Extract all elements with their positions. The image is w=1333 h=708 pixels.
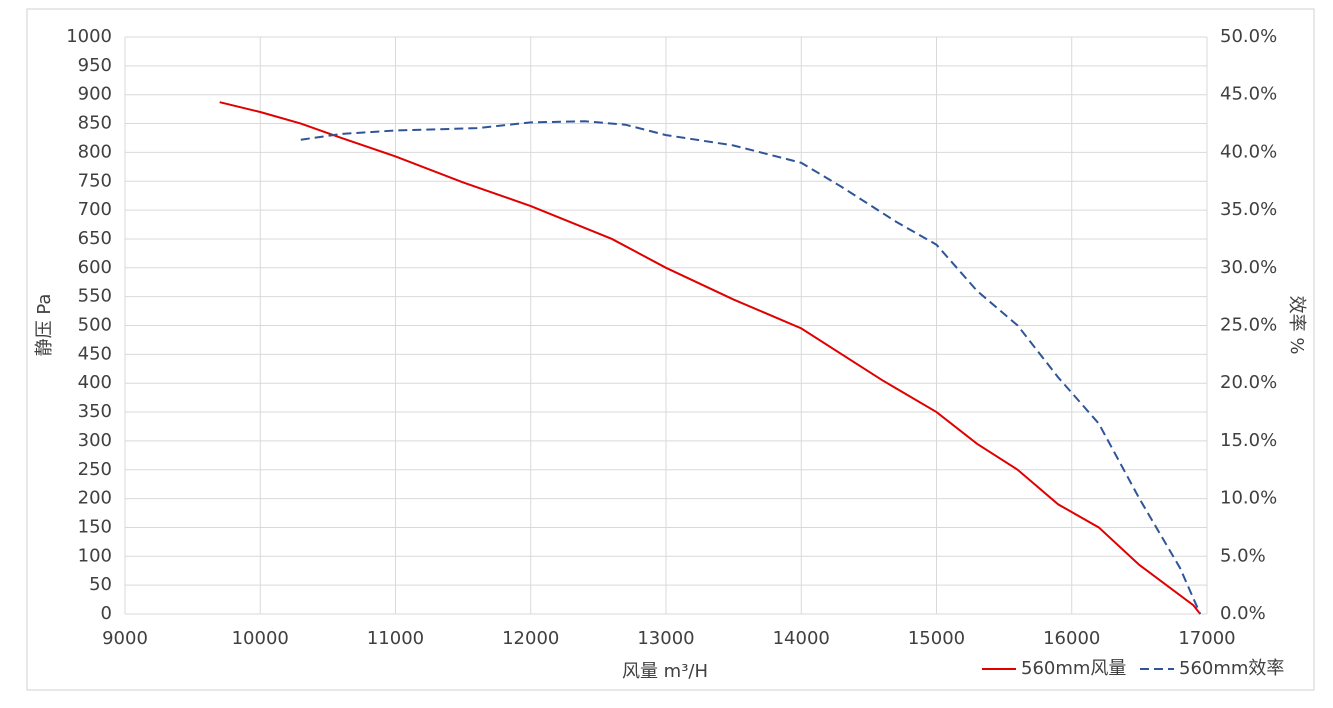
- legend-label: 560mm效率: [1179, 658, 1284, 679]
- x-tick-label: 14000: [773, 628, 830, 649]
- y-tick-label: 0: [101, 603, 112, 624]
- y-tick-label: 500: [78, 315, 112, 336]
- y-tick-label: 350: [78, 401, 112, 422]
- y2-tick-label: 5.0%: [1220, 545, 1266, 566]
- y-tick-label: 150: [78, 516, 112, 537]
- y-tick-label: 900: [78, 84, 112, 105]
- x-tick-label: 11000: [367, 628, 424, 649]
- y-tick-label: 700: [78, 199, 112, 220]
- y-axis-label: 静压 Pa: [34, 294, 55, 357]
- y2-tick-label: 0.0%: [1220, 603, 1266, 624]
- y2-tick-label: 25.0%: [1220, 315, 1277, 336]
- x-tick-label: 15000: [908, 628, 965, 649]
- y2-axis-label: 效率 %: [1286, 296, 1307, 355]
- y-tick-label: 650: [78, 228, 112, 249]
- y-tick-label: 400: [78, 372, 112, 393]
- y-tick-label: 100: [78, 545, 112, 566]
- legend-label: 560mm风量: [1021, 658, 1126, 679]
- y2-tick-label: 40.0%: [1220, 141, 1277, 162]
- y2-tick-label: 20.0%: [1220, 372, 1277, 393]
- x-tick-label: 10000: [232, 628, 289, 649]
- y2-tick-label: 45.0%: [1220, 84, 1277, 105]
- y-tick-label: 450: [78, 343, 112, 364]
- x-tick-label: 9000: [102, 628, 148, 649]
- x-tick-label: 13000: [637, 628, 694, 649]
- x-axis-label: 风量 m³/H: [622, 661, 708, 682]
- y-tick-label: 550: [78, 286, 112, 307]
- x-tick-label: 12000: [502, 628, 559, 649]
- y2-tick-label: 35.0%: [1220, 199, 1277, 220]
- y-tick-label: 950: [78, 55, 112, 76]
- y-tick-label: 200: [78, 488, 112, 509]
- y-tick-label: 1000: [66, 26, 112, 47]
- y-tick-label: 300: [78, 430, 112, 451]
- y2-tick-label: 15.0%: [1220, 430, 1277, 451]
- y2-tick-label: 10.0%: [1220, 488, 1277, 509]
- x-tick-label: 16000: [1043, 628, 1100, 649]
- y-tick-label: 600: [78, 257, 112, 278]
- y-tick-label: 850: [78, 113, 112, 134]
- y-tick-label: 250: [78, 459, 112, 480]
- line: [300, 120, 1202, 615]
- y-tick-label: 50: [89, 574, 112, 595]
- y2-tick-label: 50.0%: [1220, 26, 1277, 47]
- chart-border: [26, 8, 1315, 691]
- line: [219, 101, 1202, 615]
- y-tick-label: 800: [78, 141, 112, 162]
- x-tick-label: 17000: [1178, 628, 1235, 649]
- y-tick-label: 750: [78, 170, 112, 191]
- y2-tick-label: 30.0%: [1220, 257, 1277, 278]
